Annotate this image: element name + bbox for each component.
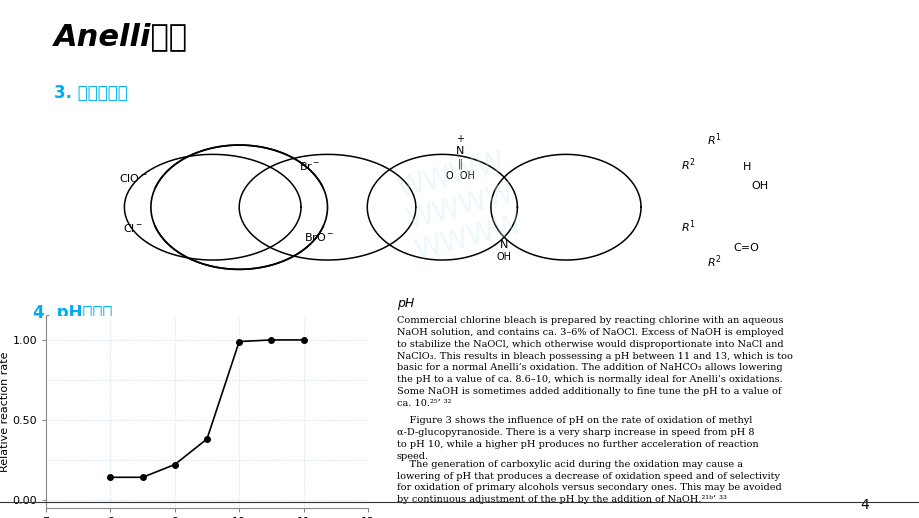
- Text: WWWW
WWWW
WWWW: WWWW WWWW WWWW: [394, 148, 525, 266]
- Text: N: N: [499, 240, 508, 250]
- Text: Cl$^-$: Cl$^-$: [123, 222, 143, 234]
- Text: C=O: C=O: [733, 243, 759, 253]
- Text: Figure 3 shows the influence of pH on the rate of oxidation of methyl
α-D-glucop: Figure 3 shows the influence of pH on th…: [396, 416, 757, 461]
- Text: ClO$^-$: ClO$^-$: [119, 172, 147, 184]
- Text: 3. 反应机理：: 3. 反应机理：: [54, 84, 128, 102]
- Text: Commercial chlorine bleach is prepared by reacting chlorine with an aqueous
NaOH: Commercial chlorine bleach is prepared b…: [396, 316, 791, 408]
- Text: H: H: [742, 162, 750, 172]
- Text: OH: OH: [496, 252, 511, 262]
- Text: $R^2$: $R^2$: [680, 157, 695, 174]
- Text: $R^1$: $R^1$: [680, 219, 695, 236]
- Text: The generation of carboxylic acid during the oxidation may cause a
lowering of p: The generation of carboxylic acid during…: [396, 460, 780, 504]
- Text: OH: OH: [751, 181, 767, 191]
- Text: N: N: [455, 147, 464, 156]
- Text: 4: 4: [859, 498, 868, 512]
- Y-axis label: Relative reaction rate: Relative reaction rate: [0, 352, 9, 472]
- Text: BrO$^-$: BrO$^-$: [303, 232, 334, 243]
- Text: pH: pH: [396, 297, 414, 310]
- Text: Anelli氧化: Anelli氧化: [54, 22, 188, 51]
- Text: +: +: [456, 134, 463, 144]
- Text: 4. pH影响：: 4. pH影响：: [33, 305, 112, 322]
- Text: ‖: ‖: [457, 159, 462, 169]
- Text: $R^2$: $R^2$: [707, 253, 721, 270]
- Text: $R^1$: $R^1$: [707, 132, 721, 149]
- Text: Br$^-$: Br$^-$: [299, 160, 320, 172]
- Text: O  OH: O OH: [445, 171, 474, 181]
